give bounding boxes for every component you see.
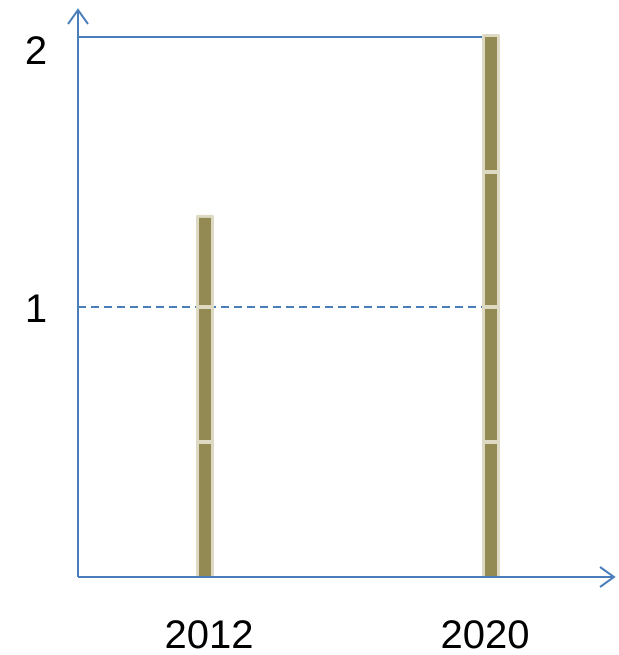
axes [67, 8, 616, 588]
x-tick-label: 2020 [441, 613, 530, 655]
y-tick-label: 1 [25, 287, 47, 331]
y-axis-arrow [67, 8, 89, 25]
bar-2012 [199, 217, 211, 577]
bars [196, 34, 500, 577]
y-tick-label: 2 [25, 29, 47, 73]
x-tick-labels: 2012 2020 [165, 613, 530, 655]
x-axis-arrow [599, 566, 616, 588]
reference-lines [78, 36, 491, 308]
y-tick-labels: 1 2 [25, 29, 47, 331]
x-tick-label: 2012 [165, 613, 254, 655]
